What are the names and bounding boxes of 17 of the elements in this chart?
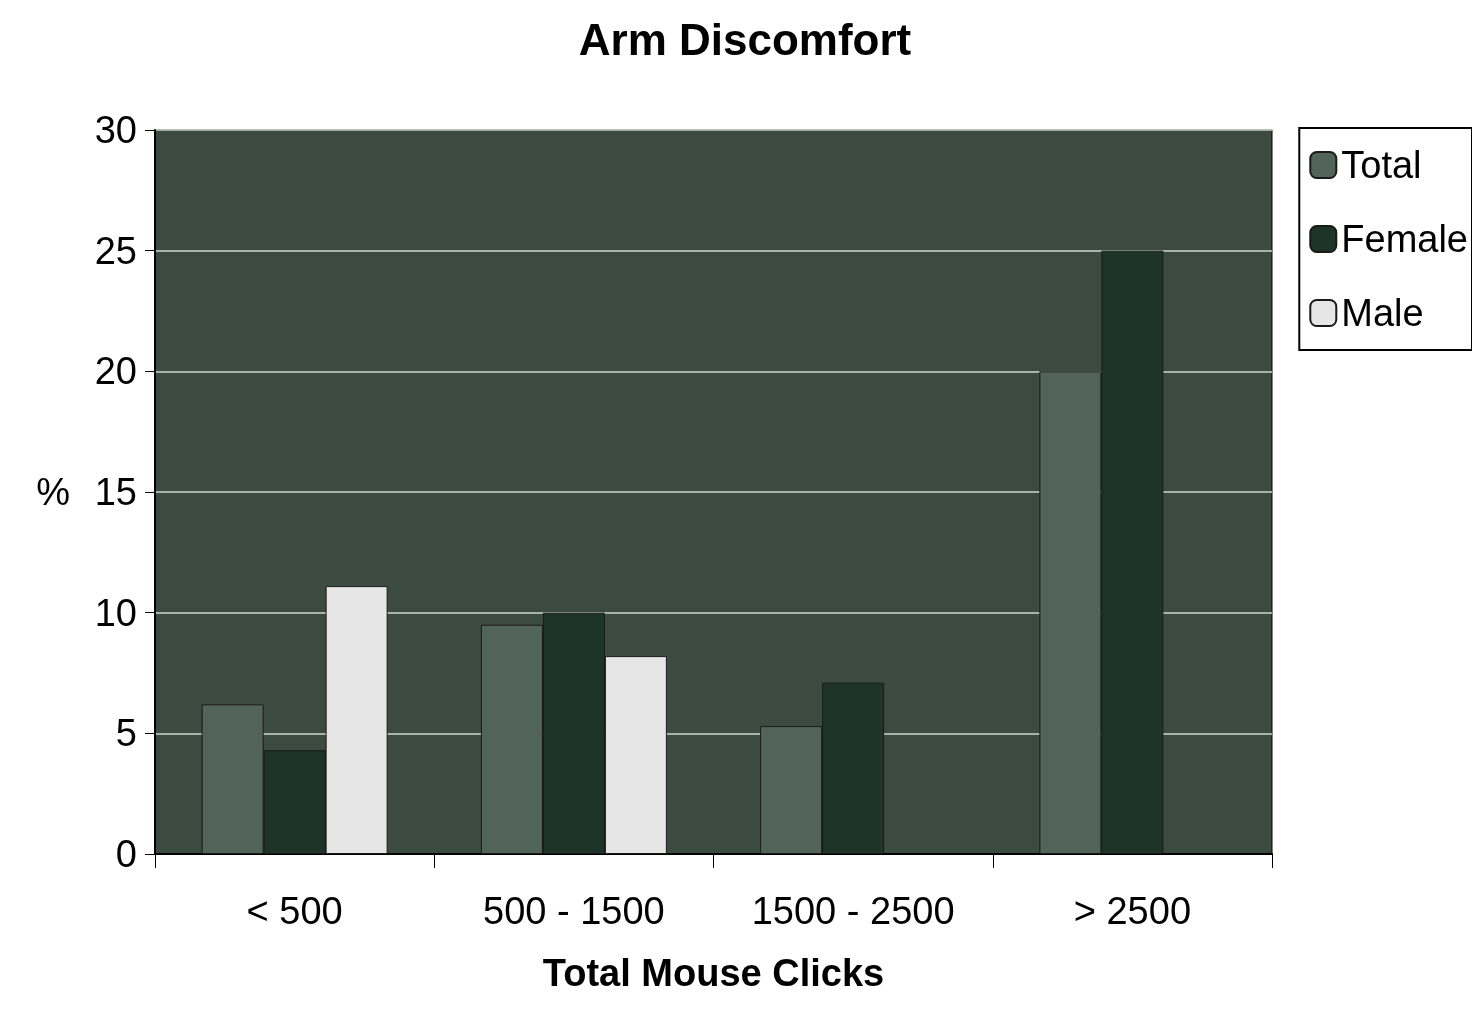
y-tick-label: 10: [94, 591, 137, 634]
legend-label: Female: [1341, 218, 1469, 260]
legend-label: Male: [1341, 292, 1424, 334]
y-tick-label: 25: [94, 229, 137, 272]
y-tick-label: 30: [94, 109, 137, 151]
y-tick-label: 0: [115, 833, 137, 875]
x-axis-title: Total Mouse Clicks: [542, 952, 885, 994]
legend-label: Total: [1341, 144, 1422, 186]
y-axis-title: %: [36, 471, 70, 513]
x-tick-label: < 500: [246, 890, 343, 932]
y-tick-label: 15: [94, 471, 137, 513]
x-tick-label: 500 - 1500: [483, 890, 665, 932]
chart-title: Arm Discomfort: [578, 14, 912, 64]
x-tick-label: > 2500: [1073, 890, 1192, 932]
x-tick-label: 1500 - 2500: [751, 890, 955, 932]
y-tick-label: 20: [94, 350, 137, 393]
y-tick-label: 5: [115, 712, 137, 755]
